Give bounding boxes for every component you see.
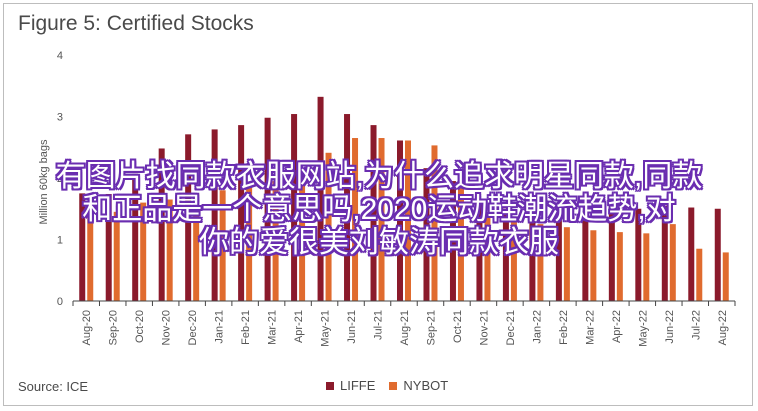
x-tick-label: Jun-22: [664, 310, 676, 344]
overlay-line-1: 有图片找同款衣服网站,为什么追求明星同款,同款: [55, 160, 703, 193]
bar-nybot-dec-21: [510, 219, 517, 301]
x-tick-label: Jan-22: [531, 310, 543, 344]
x-tick-label: Nov-20: [161, 310, 173, 345]
y-axis-label: Million 60kg bags: [38, 139, 50, 224]
bar-liffe-aug-20: [79, 193, 86, 301]
legend: LIFFE NYBOT: [326, 378, 462, 393]
legend-swatch-nybot: [389, 381, 398, 390]
y-tick-label: 1: [57, 235, 63, 247]
bar-liffe-dec-21: [502, 208, 509, 301]
bar-nybot-nov-20: [166, 199, 173, 301]
x-tick-label: Mar-21: [267, 310, 279, 345]
bar-liffe-aug-22: [714, 208, 721, 301]
bar-nybot-feb-21: [246, 187, 253, 301]
y-tick-label: 3: [57, 112, 63, 124]
bar-nybot-jan-22: [537, 224, 544, 301]
chart-frame: [3, 3, 753, 406]
x-tick-label: Apr-21: [293, 310, 305, 343]
x-tick-label: Feb-21: [240, 310, 252, 345]
bar-liffe-may-22: [635, 208, 642, 301]
bar-liffe-dec-20: [185, 134, 192, 301]
bar-liffe-apr-22: [608, 203, 615, 301]
x-tick-label: Dec-21: [505, 310, 517, 345]
bar-liffe-apr-21: [291, 114, 298, 301]
bar-liffe-jan-22: [529, 216, 536, 301]
bar-liffe-sep-21: [423, 168, 430, 301]
bar-liffe-oct-20: [132, 173, 139, 301]
bar-nybot-aug-21: [405, 140, 411, 301]
bar-liffe-mar-21: [264, 117, 271, 301]
x-tick-label: Jan-21: [214, 310, 226, 344]
overlay-line-2: 和正品是一个意思吗,2020运动鞋潮流趋势,对: [82, 193, 676, 226]
x-tick-label: May-21: [320, 310, 332, 347]
x-tick-label: Oct-21: [452, 310, 464, 343]
y-tick-label: 2: [57, 173, 63, 185]
bar-liffe-feb-21: [238, 125, 245, 301]
x-tick-label: Jul-22: [690, 310, 702, 340]
legend-item-nybot: NYBOT: [389, 378, 448, 393]
x-tick-label: Oct-20: [134, 310, 146, 343]
x-tick-label: Jul-21: [373, 310, 385, 340]
x-tick-label: Dec-20: [187, 310, 199, 345]
legend-item-liffe: LIFFE: [326, 378, 375, 393]
bar-nybot-aug-20: [87, 209, 94, 301]
bar-nybot-dec-20: [193, 193, 200, 301]
bar-liffe-jul-22: [688, 207, 695, 301]
bar-liffe-oct-21: [449, 181, 456, 301]
overlay-caption: 有图片找同款衣服网站,为什么追求明星同款,同款 和正品是一个意思吗,2020运动…: [0, 160, 758, 259]
legend-swatch-liffe: [326, 381, 334, 390]
bar-nybot-jan-21: [219, 190, 226, 301]
y-tick-label: 0: [57, 296, 63, 308]
bar-nybot-jul-22: [696, 248, 703, 301]
x-tick-label: Nov-21: [478, 310, 490, 345]
bar-liffe-may-21: [317, 96, 324, 301]
bar-nybot-oct-21: [457, 177, 464, 301]
x-tick-label: Apr-22: [611, 310, 623, 343]
overlay-line-3: 你的爱很美刘敏涛同款衣服: [199, 226, 559, 259]
bar-nybot-oct-20: [140, 202, 147, 301]
x-tick-label: Mar-22: [584, 310, 596, 345]
bar-nybot-may-22: [643, 233, 650, 301]
bar-liffe-feb-22: [555, 213, 562, 301]
legend-label-nybot: NYBOT: [403, 378, 449, 393]
bar-nybot-aug-22: [722, 252, 729, 301]
bar-nybot-mar-22: [590, 230, 597, 301]
bar-liffe-jul-21: [370, 125, 377, 301]
bar-liffe-aug-21: [397, 140, 403, 301]
x-tick-label: Aug-20: [81, 310, 93, 345]
bar-nybot-sep-21: [431, 145, 438, 301]
x-tick-label: Aug-22: [717, 310, 729, 345]
x-tick-label: Aug-21: [399, 310, 411, 345]
bar-nybot-mar-21: [272, 181, 279, 301]
x-tick-label: Sep-21: [425, 310, 437, 345]
source-note: Source: ICE: [18, 379, 89, 394]
x-tick-label: Feb-22: [558, 310, 570, 345]
x-tick-label: Sep-20: [108, 310, 120, 345]
bar-liffe-jun-21: [344, 114, 351, 301]
bar-nybot-apr-21: [299, 168, 306, 301]
bar-nybot-feb-22: [563, 227, 570, 301]
bar-nybot-may-21: [325, 152, 332, 301]
x-tick-label: May-22: [637, 310, 649, 347]
x-tick-label: Jun-21: [346, 310, 358, 344]
bar-nybot-jun-22: [669, 224, 676, 301]
bar-liffe-jun-22: [661, 205, 668, 301]
chart-title: Figure 5: Certified Stocks: [18, 12, 254, 35]
legend-label-liffe: LIFFE: [340, 378, 376, 393]
bar-liffe-jan-21: [211, 129, 218, 301]
bar-liffe-mar-22: [582, 219, 589, 301]
bar-nybot-jun-21: [352, 138, 359, 301]
bar-liffe-nov-21: [476, 203, 483, 301]
bar-liffe-sep-20: [105, 193, 112, 301]
bar-nybot-sep-20: [113, 211, 120, 301]
bar-nybot-jul-21: [378, 138, 385, 301]
bar-nybot-nov-21: [484, 217, 491, 301]
bar-liffe-nov-20: [158, 148, 165, 301]
y-tick-label: 4: [57, 50, 63, 62]
bar-nybot-apr-22: [616, 232, 623, 301]
